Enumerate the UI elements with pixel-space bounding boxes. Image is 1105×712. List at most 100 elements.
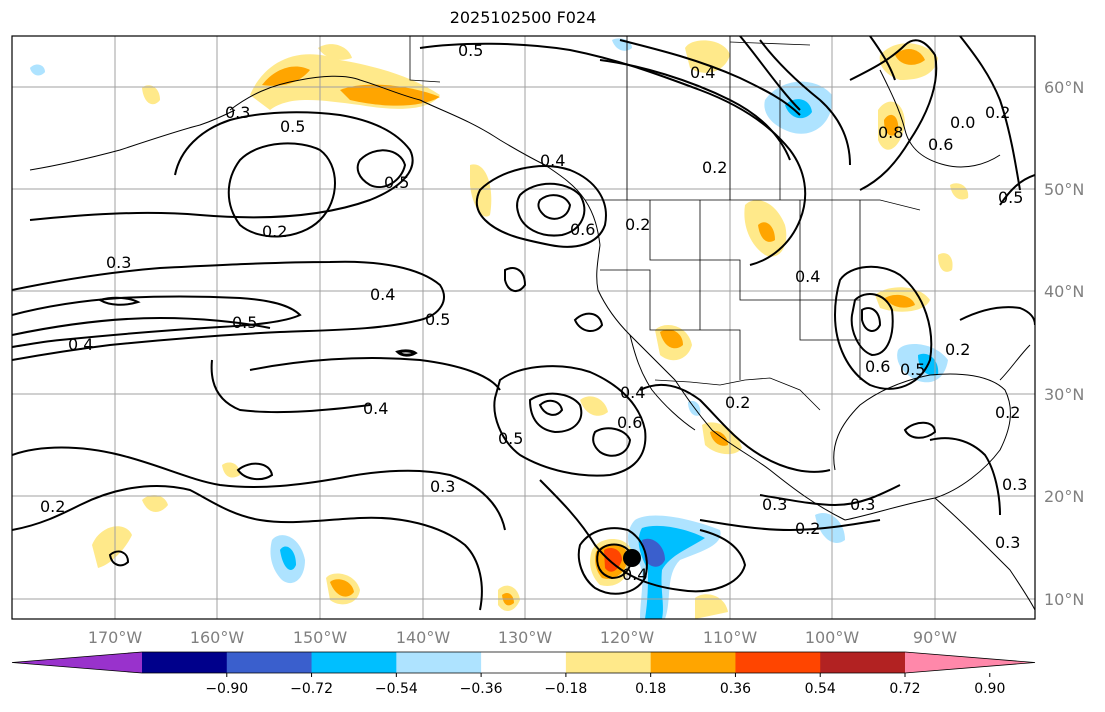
shade-northeast-orange [895,48,925,65]
contour-line [356,149,407,188]
coast-florida [999,344,1031,381]
colorbar-tick-label: −0.90 [205,681,248,697]
shade-pacific-yellow-6 [695,594,728,619]
contour-line [596,543,632,580]
contour-line [929,437,1001,516]
colorbar-extend-max [905,652,1035,673]
contour-label: 0.4 [370,285,395,304]
contour-label: 0.2 [985,103,1010,122]
contour-label: 0.3 [106,253,131,272]
contour-label: 0.2 [945,340,970,359]
shade-hudson-orange [884,114,899,136]
contour-line [475,165,607,248]
shade-alaska-yellow-2 [318,44,352,60]
contour-label: 0.5 [498,429,523,448]
contour-line [959,306,1035,326]
contour-line [515,182,586,237]
colorbar-tick-label: −0.54 [375,681,418,697]
coast-westcoast [596,244,846,521]
shade-mexico-orange [710,430,728,446]
shade-pacific-skyblue-1 [280,546,296,570]
contour-line [528,392,583,434]
shade-alaska-orange-2 [262,66,310,86]
contour-label: 0.5 [458,41,483,60]
colorbar-segment [565,652,652,673]
shade-nw-yellow [685,40,730,73]
colorbar-segment [820,652,906,673]
contour-label: 0.2 [625,215,650,234]
lat-label: 60°N [1044,78,1084,97]
contour-line [236,462,274,481]
border-us-mexico [654,377,821,411]
colorbar-segment [735,652,821,673]
colorbar-extend-min [12,652,142,673]
shade-nw-lightblue [30,64,45,76]
coastlines [29,69,1035,611]
shade-aleutian-yellow [142,85,160,105]
contour-line [210,359,371,414]
contour-label: 0.5 [232,313,257,332]
border-state-4 [799,200,860,341]
lon-label: 150°W [293,628,348,647]
shade-storm-blue [642,538,665,567]
contour-line [759,484,901,507]
map-title: 2025102500 F024 [449,8,597,27]
contour-line [699,519,881,532]
contour-line [739,36,801,111]
coast-centralamerica [934,497,1035,611]
contour-line [577,527,648,595]
lon-label: 170°W [88,628,143,647]
contour-line [539,479,747,593]
colorbar-segment [481,652,567,673]
contour-line [573,312,604,332]
contour-line [227,142,336,238]
lat-label: 10°N [1044,590,1084,609]
shade-pacific-yellow-4 [222,462,240,478]
border-canada-us [585,199,921,211]
contour-line [537,194,572,220]
contour-label: 0.3 [1002,475,1027,494]
lat-label: 20°N [1044,487,1084,506]
contour-line [850,293,894,357]
contour-label: 0.5 [280,117,305,136]
contour-label: 0.4 [690,63,715,82]
lon-label: 110°W [703,628,758,647]
contour-line [869,36,896,81]
contour-label: 0.3 [430,477,455,496]
contour-label: 0.8 [878,123,903,142]
contour-label: 0.6 [928,135,953,154]
colorbar-tick-label: 0.72 [889,681,920,697]
contour-line [903,421,937,439]
contour-label: 0.3 [850,495,875,514]
contour-line [833,265,933,390]
contour-label: 0.3 [995,533,1020,552]
shade-california-orange [660,329,683,349]
contour-label: 0.5 [998,188,1023,207]
lat-label: 40°N [1044,282,1084,301]
contour-label: 0.5 [384,173,409,192]
shade-baja-yellow [580,396,608,416]
shade-rockies-orange [758,222,775,242]
contour-line [12,446,506,531]
contour-line [639,383,831,473]
colorbar: −0.90 −0.72 −0.54 −0.36 −0.18 0.18 0.36 0.54 0.7… [11,651,1036,697]
storm-center-marker [623,549,641,567]
lon-label: 120°W [600,628,655,647]
coast-aleutians [29,109,236,171]
colorbar-outline [11,651,1036,674]
lon-label: 100°W [805,628,860,647]
contour-label: 0.5 [425,310,450,329]
coast-gulf-mexico [833,373,1011,521]
coast-hudson [879,69,1001,168]
colorbar-tick-label: −0.18 [544,681,587,697]
contour-label: 0.6 [570,220,595,239]
coast-baja [629,334,696,431]
contour-label-group: 0.5 0.4 0.3 0.2 0.5 0.5 0.4 0.5 0.4 0.3 … [40,41,1027,584]
colorbar-tick-label: 0.18 [635,681,666,697]
shade-plains-orange [885,294,915,308]
contour-label: 0.5 [900,360,925,379]
contour-line [861,307,882,332]
lat-label: 50°N [1044,180,1084,199]
graticule [12,36,1035,619]
